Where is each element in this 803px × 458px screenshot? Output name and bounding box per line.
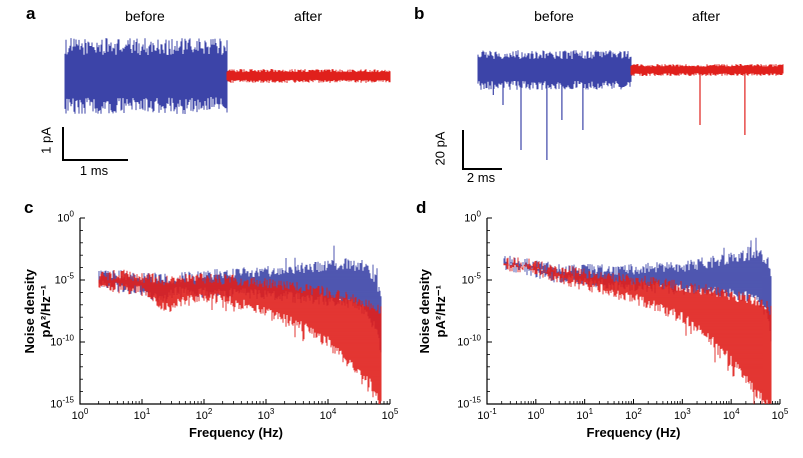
panel-a-trace-plot xyxy=(64,38,391,114)
panel-d-letter: d xyxy=(416,198,427,217)
svg-text:10-10: 10-10 xyxy=(50,334,74,349)
svg-text:100: 100 xyxy=(57,210,74,225)
panel-c-x-axis-label: Frequency (Hz) xyxy=(189,425,283,440)
svg-text:105: 105 xyxy=(382,407,399,422)
panel-b-after-label: after xyxy=(691,8,720,24)
panel-b-scale-vertical-label: 20 pA xyxy=(432,131,448,166)
panel-d-spectrum-plot: 10-1 100 101 102 103 104 105 100 10-5 10-10 10-15 xyxy=(457,210,789,423)
svg-text:103: 103 xyxy=(258,407,275,422)
panel-b-scale-horizontal-label: 2 ms xyxy=(466,170,496,185)
svg-text:101: 101 xyxy=(576,407,593,422)
svg-text:102: 102 xyxy=(196,407,213,422)
svg-text:10-5: 10-5 xyxy=(462,272,482,287)
panel-b-before-label: before xyxy=(534,8,574,24)
panel-c-spectrum-plot: 100 101 102 103 104 105 100 10-5 10-10 10-15 xyxy=(50,210,399,423)
panel-a-scale-horizontal-label: 1 ms xyxy=(79,163,109,178)
svg-text:100: 100 xyxy=(464,210,481,225)
panel-a-before-label: before xyxy=(125,8,165,24)
svg-text:10-10: 10-10 xyxy=(457,334,481,349)
panel-a-after-label: after xyxy=(293,8,322,24)
svg-text:10-15: 10-15 xyxy=(457,396,481,411)
panel-d-x-axis-label: Frequency (Hz) xyxy=(586,425,681,440)
panel-a-scalebar xyxy=(62,127,128,161)
svg-text:102: 102 xyxy=(625,407,642,422)
svg-text:10-1: 10-1 xyxy=(477,407,497,422)
svg-text:104: 104 xyxy=(320,407,337,422)
panel-c-letter: c xyxy=(24,198,34,217)
panel-a-letter: a xyxy=(26,4,36,23)
svg-text:105: 105 xyxy=(772,407,789,422)
svg-text:10-15: 10-15 xyxy=(50,396,74,411)
panel-b-letter: b xyxy=(414,4,425,23)
svg-text:100: 100 xyxy=(527,407,544,422)
svg-text:100: 100 xyxy=(72,407,89,422)
panel-b-scalebar xyxy=(462,130,502,170)
svg-text:10-5: 10-5 xyxy=(55,272,75,287)
panel-b-trace-plot xyxy=(477,50,784,160)
svg-text:103: 103 xyxy=(674,407,691,422)
svg-text:101: 101 xyxy=(134,407,151,422)
panel-a-scale-vertical-label: 1 pA xyxy=(38,127,54,154)
svg-text:104: 104 xyxy=(723,407,740,422)
